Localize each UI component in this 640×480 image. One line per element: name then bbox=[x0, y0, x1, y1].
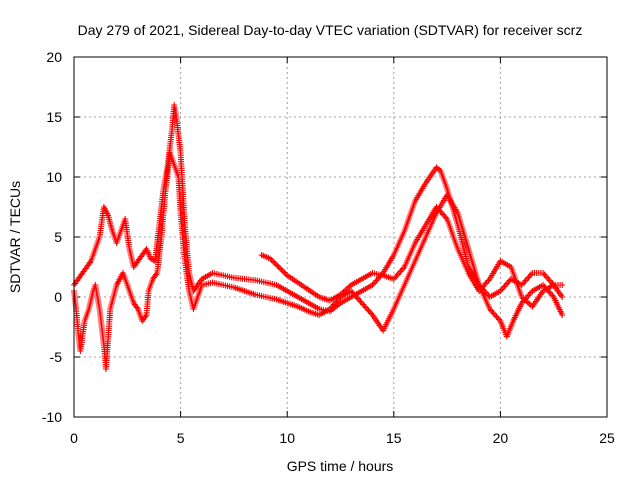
data-point bbox=[282, 271, 289, 277]
data-point bbox=[281, 269, 288, 276]
x-tick-label: 0 bbox=[70, 430, 78, 446]
data-point bbox=[267, 255, 274, 262]
data-point bbox=[559, 312, 566, 318]
x-tick-label: 15 bbox=[386, 430, 402, 446]
data-point bbox=[271, 259, 278, 266]
data-point bbox=[559, 282, 566, 288]
y-tick-label: 0 bbox=[54, 289, 62, 305]
y-tick-label: 10 bbox=[46, 169, 62, 185]
plot-frame bbox=[73, 56, 608, 418]
data-point bbox=[268, 257, 275, 263]
data-point bbox=[275, 264, 282, 270]
y-tick-label: 20 bbox=[46, 49, 62, 65]
data-point bbox=[559, 294, 566, 300]
y-tick-label: -10 bbox=[42, 409, 62, 425]
x-tick-label: 10 bbox=[279, 430, 295, 446]
series-track-3 bbox=[258, 204, 566, 310]
data-point bbox=[272, 261, 279, 268]
data-point bbox=[279, 268, 286, 275]
y-axis-label: SDTVAR / TECUs bbox=[7, 181, 23, 293]
data-point bbox=[436, 166, 443, 173]
data-point bbox=[269, 258, 276, 265]
x-tick-label: 5 bbox=[177, 430, 185, 446]
series-track-1 bbox=[71, 102, 566, 315]
y-tick-label: 5 bbox=[54, 229, 62, 245]
y-tick-label: -5 bbox=[50, 349, 63, 365]
series-layer bbox=[71, 102, 566, 372]
y-tick-label: 15 bbox=[46, 109, 62, 125]
data-point bbox=[274, 262, 281, 269]
chart-title: Day 279 of 2021, Sidereal Day-to-day VTE… bbox=[78, 22, 583, 38]
x-axis-label: GPS time / hours bbox=[287, 458, 394, 474]
data-point bbox=[277, 265, 284, 272]
data-point bbox=[278, 266, 285, 273]
x-tick-label: 25 bbox=[599, 430, 615, 446]
x-tick-label: 20 bbox=[493, 430, 509, 446]
